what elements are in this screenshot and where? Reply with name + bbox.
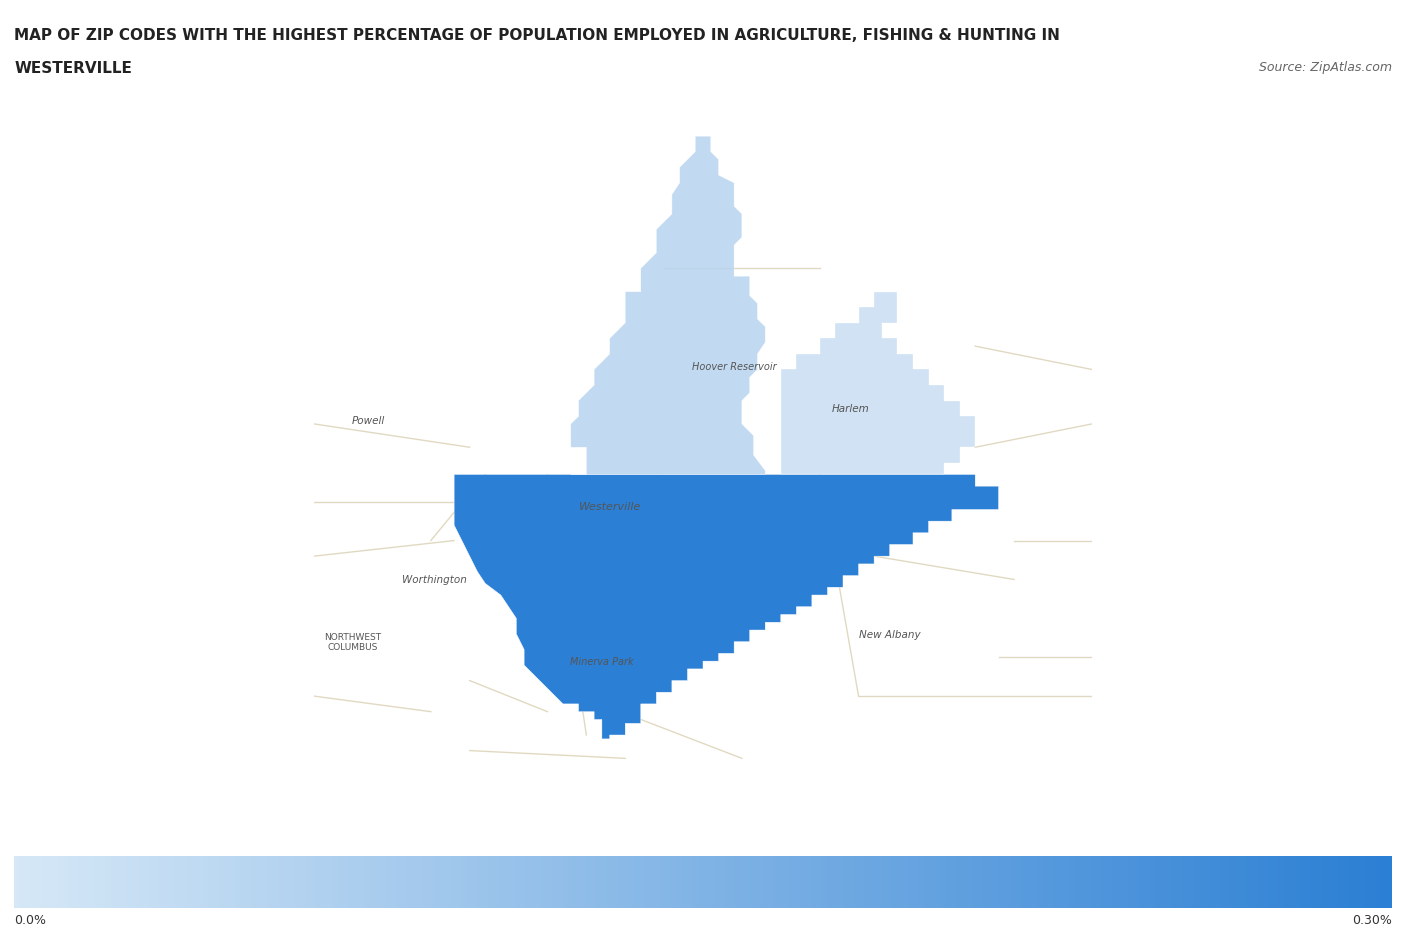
Text: Powell: Powell	[352, 416, 385, 426]
Text: Hoover Reservoir: Hoover Reservoir	[692, 361, 776, 372]
Polygon shape	[780, 292, 976, 475]
Polygon shape	[454, 475, 998, 739]
Text: Harlem: Harlem	[832, 404, 870, 414]
Polygon shape	[571, 137, 765, 475]
Text: Source: ZipAtlas.com: Source: ZipAtlas.com	[1258, 61, 1392, 74]
Text: Worthington: Worthington	[402, 575, 467, 585]
Text: 0.0%: 0.0%	[14, 913, 46, 926]
Text: MAP OF ZIP CODES WITH THE HIGHEST PERCENTAGE OF POPULATION EMPLOYED IN AGRICULTU: MAP OF ZIP CODES WITH THE HIGHEST PERCEN…	[14, 28, 1060, 43]
Text: New Albany: New Albany	[859, 629, 921, 639]
Text: 0.30%: 0.30%	[1353, 913, 1392, 926]
Text: Westerville: Westerville	[578, 501, 641, 511]
Text: Minerva Park: Minerva Park	[569, 656, 634, 666]
Text: NORTHWEST
COLUMBUS: NORTHWEST COLUMBUS	[325, 633, 381, 651]
Text: WESTERVILLE: WESTERVILLE	[14, 61, 132, 76]
